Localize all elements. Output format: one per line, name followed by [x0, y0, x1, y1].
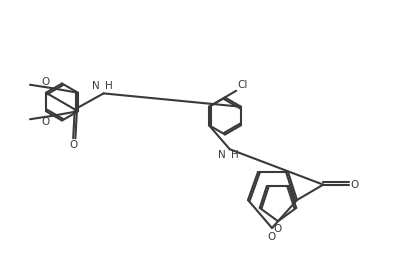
Text: N: N: [218, 150, 226, 160]
Text: O: O: [69, 140, 77, 150]
Text: O: O: [268, 232, 276, 242]
Text: N: N: [92, 81, 99, 91]
Text: O: O: [42, 77, 50, 87]
Text: O: O: [274, 224, 282, 234]
Text: O: O: [351, 180, 359, 190]
Text: H: H: [231, 150, 239, 160]
Text: O: O: [42, 117, 50, 127]
Text: H: H: [105, 81, 112, 91]
Text: Cl: Cl: [237, 80, 248, 90]
